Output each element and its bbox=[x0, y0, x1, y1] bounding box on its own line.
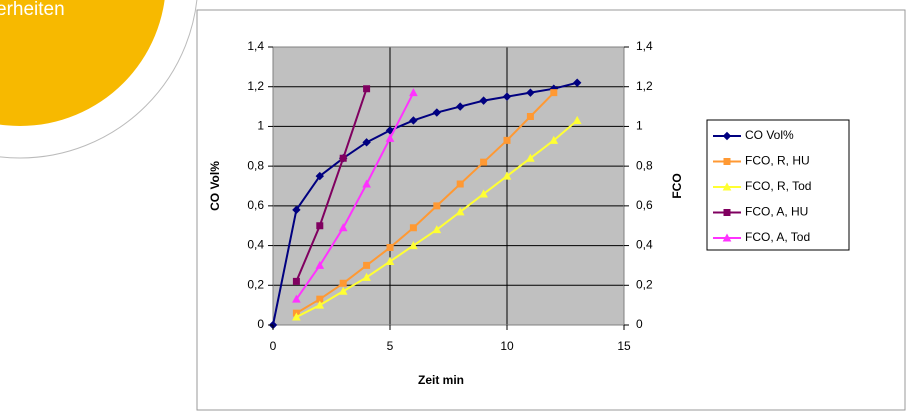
marker bbox=[338, 223, 348, 232]
y2-tick-label: 0,2 bbox=[636, 277, 653, 291]
marker bbox=[526, 153, 535, 162]
y2-tick-label: 0,4 bbox=[636, 238, 653, 252]
marker bbox=[723, 209, 731, 216]
marker bbox=[362, 272, 371, 281]
y-axis-label: CO Vol% bbox=[208, 161, 222, 211]
marker bbox=[572, 115, 582, 124]
legend-label: CO Vol% bbox=[745, 128, 794, 142]
y2-tick-label: 0,8 bbox=[636, 158, 653, 172]
y-tick-label: 1,4 bbox=[247, 39, 264, 53]
marker bbox=[339, 154, 347, 162]
marker bbox=[316, 295, 324, 303]
marker bbox=[409, 241, 418, 250]
marker bbox=[433, 202, 441, 210]
y2-tick-label: 1 bbox=[636, 119, 643, 133]
marker bbox=[409, 224, 417, 232]
legend-label: FCO, R, Tod bbox=[745, 179, 811, 193]
marker bbox=[722, 233, 732, 242]
marker bbox=[526, 113, 534, 120]
plot-area bbox=[273, 47, 624, 325]
marker bbox=[292, 312, 301, 321]
y2-axis-label: FCO bbox=[670, 173, 684, 198]
series-line bbox=[272, 81, 578, 326]
marker bbox=[502, 171, 512, 180]
y-tick-label: 1,2 bbox=[247, 79, 264, 93]
marker bbox=[455, 207, 465, 216]
series-line bbox=[295, 91, 555, 314]
y-tick-label: 0 bbox=[257, 317, 264, 331]
marker bbox=[722, 131, 732, 141]
marker bbox=[362, 179, 371, 188]
legend-label: FCO, A, Tod bbox=[745, 230, 810, 244]
y-tick-label: 0,4 bbox=[247, 238, 264, 252]
y-tick-label: 0,8 bbox=[247, 158, 264, 172]
marker bbox=[455, 102, 465, 111]
marker bbox=[409, 88, 418, 97]
y2-tick-label: 1,4 bbox=[636, 39, 653, 53]
decor-circle bbox=[0, 0, 165, 126]
marker bbox=[315, 300, 325, 309]
marker bbox=[292, 205, 301, 215]
marker bbox=[386, 244, 394, 252]
y-tick-label: 0,2 bbox=[247, 277, 264, 291]
marker bbox=[362, 138, 371, 147]
decor-ring bbox=[0, 0, 198, 159]
marker bbox=[363, 261, 371, 269]
y2-tick-label: 1,2 bbox=[636, 79, 653, 93]
x-tick-label: 15 bbox=[617, 339, 631, 353]
marker bbox=[316, 222, 324, 230]
x-tick-label: 0 bbox=[270, 339, 277, 353]
marker bbox=[550, 89, 558, 97]
marker bbox=[292, 294, 301, 303]
marker bbox=[363, 85, 371, 93]
marker bbox=[502, 92, 512, 101]
marker bbox=[722, 182, 732, 191]
x-axis-label: Zeit min bbox=[418, 373, 464, 387]
legend-label: FCO, A, HU bbox=[745, 205, 808, 219]
x-tick-label: 5 bbox=[387, 339, 394, 353]
series-line bbox=[295, 88, 368, 282]
marker bbox=[526, 88, 535, 97]
marker bbox=[338, 286, 348, 295]
marker bbox=[432, 108, 442, 117]
marker bbox=[572, 78, 582, 87]
marker bbox=[723, 158, 731, 165]
marker bbox=[292, 277, 300, 285]
plot bbox=[268, 46, 625, 330]
marker bbox=[480, 158, 488, 166]
banner-text: erheiten bbox=[0, 0, 65, 20]
marker bbox=[315, 171, 325, 181]
marker bbox=[339, 279, 347, 287]
series-line bbox=[295, 92, 415, 300]
marker bbox=[432, 225, 442, 234]
y-tick-label: 1 bbox=[257, 119, 264, 133]
legend-box bbox=[706, 119, 850, 251]
marker bbox=[479, 96, 488, 105]
marker bbox=[315, 260, 325, 269]
marker bbox=[385, 133, 395, 142]
y2-tick-label: 0,6 bbox=[636, 198, 653, 212]
marker bbox=[503, 136, 511, 144]
y2-tick-label: 0 bbox=[636, 317, 643, 331]
marker bbox=[385, 256, 395, 265]
marker bbox=[456, 180, 464, 188]
plot-border bbox=[272, 46, 625, 326]
x-tick-label: 10 bbox=[500, 339, 514, 353]
marker bbox=[409, 116, 418, 125]
marker bbox=[479, 189, 488, 198]
legend-label: FCO, R, HU bbox=[745, 154, 810, 168]
marker bbox=[549, 135, 559, 144]
y-tick-label: 0,6 bbox=[247, 198, 264, 212]
